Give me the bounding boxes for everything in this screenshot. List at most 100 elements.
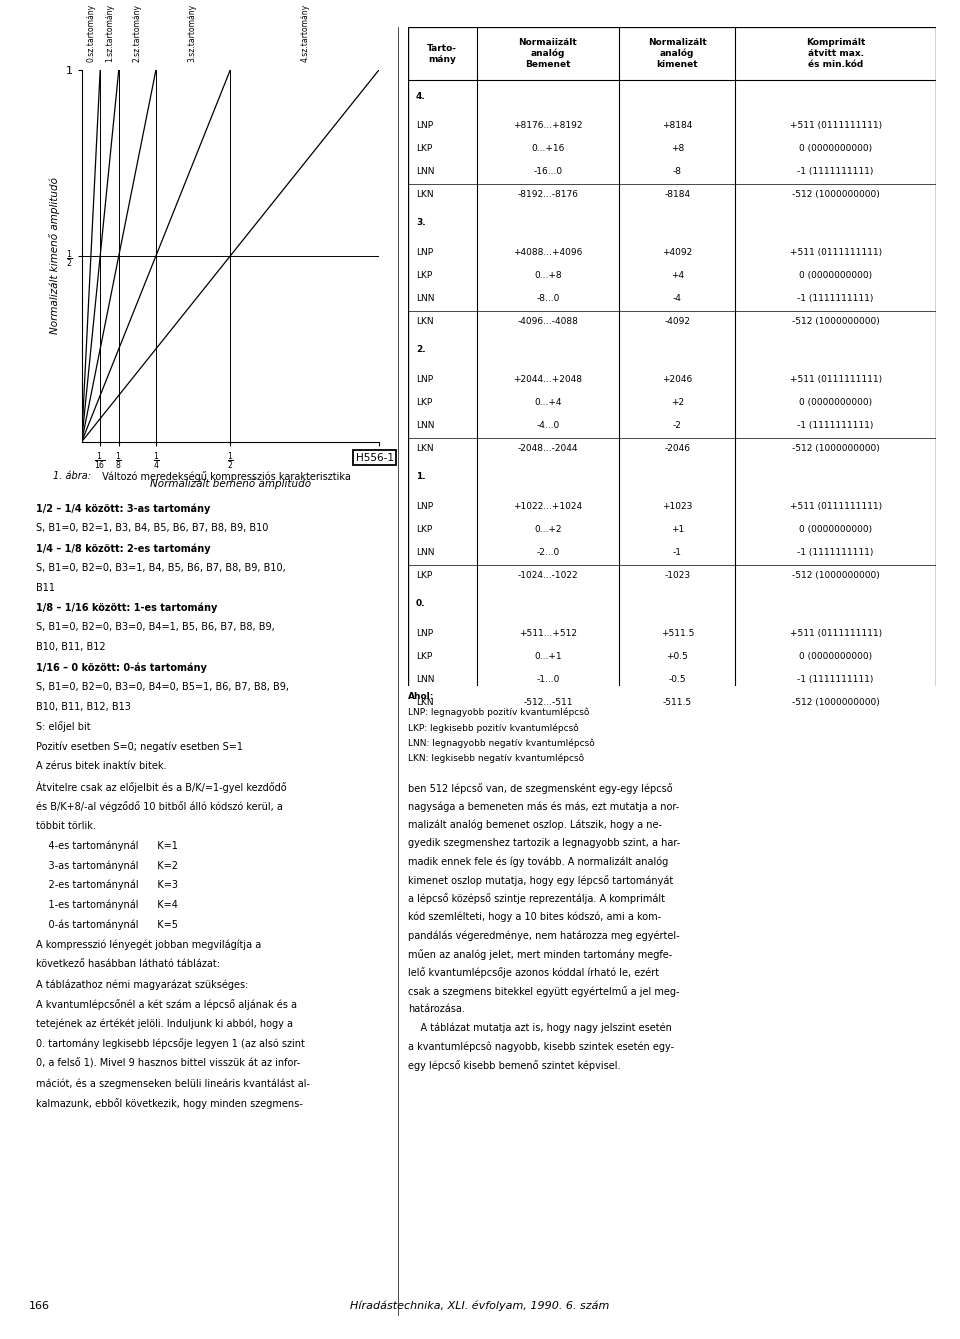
Text: 1.: 1. (416, 473, 425, 481)
Text: 2.: 2. (416, 345, 425, 355)
Text: 0 (0000000000): 0 (0000000000) (799, 270, 873, 280)
Text: kimenet oszlop mutatja, hogy egy lépcső tartományát: kimenet oszlop mutatja, hogy egy lépcső … (408, 876, 673, 886)
Text: LKN: LKN (416, 698, 434, 707)
Text: 0 (0000000000): 0 (0000000000) (799, 145, 873, 153)
Text: +1023: +1023 (662, 502, 692, 511)
Text: műen az analóg jelet, mert minden tartomány megfe-: műen az analóg jelet, mert minden tartom… (408, 949, 672, 960)
Text: -16...0: -16...0 (534, 167, 563, 177)
Text: 166: 166 (29, 1302, 50, 1311)
Text: LNP: legnagyobb pozitív kvantumlépcsô: LNP: legnagyobb pozitív kvantumlépcsô (408, 707, 589, 718)
Text: +4092: +4092 (662, 248, 692, 257)
Text: 2-es tartománynál      K=3: 2-es tartománynál K=3 (36, 880, 178, 890)
Text: +2046: +2046 (662, 375, 692, 384)
Text: -512 (1000000000): -512 (1000000000) (792, 570, 879, 580)
Text: +511.5: +511.5 (660, 629, 694, 637)
Text: -2...0: -2...0 (537, 548, 560, 557)
Text: -1 (1111111111): -1 (1111111111) (798, 295, 874, 303)
Text: B11: B11 (36, 582, 55, 593)
X-axis label: Normalizált bemenő amplitudó: Normalizált bemenő amplitudó (150, 478, 311, 489)
Text: LKP: LKP (416, 270, 432, 280)
Text: 4.sz.tartomány: 4.sz.tartomány (300, 4, 309, 62)
Text: LNN: LNN (416, 548, 435, 557)
Text: +511 (0111111111): +511 (0111111111) (790, 502, 881, 511)
Text: nagysága a bemeneten más és más, ezt mutatja a nor-: nagysága a bemeneten más és más, ezt mut… (408, 801, 680, 811)
Text: Normalizált
analóg
kimenet: Normalizált analóg kimenet (648, 37, 707, 70)
Text: +511 (0111111111): +511 (0111111111) (790, 375, 881, 384)
Text: Átvitelre csak az előjelbit és a B/K/=1-gyel kezdődő: Átvitelre csak az előjelbit és a B/K/=1-… (36, 781, 286, 793)
Text: 0...+8: 0...+8 (534, 270, 562, 280)
Text: +2044...+2048: +2044...+2048 (514, 375, 583, 384)
Text: határozása.: határozása. (408, 1004, 465, 1015)
Text: 1/8 – 1/16 között: 1-es tartomány: 1/8 – 1/16 között: 1-es tartomány (36, 603, 217, 613)
Text: S, B1=0, B2=0, B3=0, B4=1, B5, B6, B7, B8, B9,: S, B1=0, B2=0, B3=0, B4=1, B5, B6, B7, B… (36, 623, 275, 632)
Text: -1 (1111111111): -1 (1111111111) (798, 675, 874, 684)
Text: 0.: 0. (416, 600, 425, 608)
Text: -8: -8 (673, 167, 682, 177)
Text: -4096...-4088: -4096...-4088 (517, 317, 578, 327)
Text: A táblázat mutatja azt is, hogy nagy jelszint esetén: A táblázat mutatja azt is, hogy nagy jel… (408, 1023, 672, 1034)
Text: LKN: LKN (416, 445, 434, 453)
Text: S, B1=0, B2=0, B3=0, B4=0, B5=1, B6, B7, B8, B9,: S, B1=0, B2=0, B3=0, B4=0, B5=1, B6, B7,… (36, 682, 289, 692)
Text: LNN: LNN (416, 295, 435, 303)
Text: 0 (0000000000): 0 (0000000000) (799, 398, 873, 407)
Text: -1 (1111111111): -1 (1111111111) (798, 548, 874, 557)
Text: -512 (1000000000): -512 (1000000000) (792, 317, 879, 327)
Y-axis label: Normalizált kimenő amplitudó: Normalizált kimenő amplitudó (49, 177, 60, 335)
Text: 3-as tartománynál      K=2: 3-as tartománynál K=2 (36, 860, 178, 870)
Text: következő hasábban látható táblázat:: következő hasábban látható táblázat: (36, 959, 220, 969)
Text: Komprimált
átvitt max.
és min.kód: Komprimált átvitt max. és min.kód (806, 37, 865, 70)
Text: -1023: -1023 (664, 570, 690, 580)
Text: +0.5: +0.5 (666, 652, 688, 661)
Text: -2048...-2044: -2048...-2044 (517, 445, 578, 453)
Text: LKP: LKP (416, 398, 432, 407)
Text: többit törlik.: többit törlik. (36, 821, 95, 830)
Text: +1022...+1024: +1022...+1024 (514, 502, 583, 511)
Text: 0 (0000000000): 0 (0000000000) (799, 652, 873, 661)
Text: mációt, és a szegmenseken belüli lineáris kvantálást al-: mációt, és a szegmenseken belüli lineári… (36, 1078, 309, 1089)
Text: pandálás végeredménye, nem határozza meg egyértel-: pandálás végeredménye, nem határozza meg… (408, 931, 680, 941)
Text: -512...-511: -512...-511 (523, 698, 573, 707)
Text: LNP: LNP (416, 502, 433, 511)
Text: LKP: legkisebb pozitív kvantumlépcsô: LKP: legkisebb pozitív kvantumlépcsô (408, 723, 579, 732)
Text: 1-es tartománynál      K=4: 1-es tartománynál K=4 (36, 900, 178, 911)
Text: H556-1: H556-1 (355, 453, 394, 462)
Text: ben 512 lépcső van, de szegmensként egy-egy lépcső: ben 512 lépcső van, de szegmensként egy-… (408, 782, 673, 794)
Text: S, B1=0, B2=0, B3=1, B4, B5, B6, B7, B8, B9, B10,: S, B1=0, B2=0, B3=1, B4, B5, B6, B7, B8,… (36, 562, 285, 573)
Text: LNP: LNP (416, 629, 433, 637)
Text: egy lépcső kisebb bemenő szintet képvisel.: egy lépcső kisebb bemenő szintet képvise… (408, 1060, 620, 1071)
Text: Híradástechnika, XLI. évfolyam, 1990. 6. szám: Híradástechnika, XLI. évfolyam, 1990. 6.… (350, 1300, 610, 1311)
Text: 1/4 – 1/8 között: 2-es tartomány: 1/4 – 1/8 között: 2-es tartomány (36, 544, 210, 553)
Text: Ahol:: Ahol: (408, 692, 434, 702)
Text: tetejének az értékét jelöli. Induljunk ki abból, hogy a: tetejének az értékét jelöli. Induljunk k… (36, 1019, 293, 1030)
Text: -4092: -4092 (664, 317, 690, 327)
Text: LKP: LKP (416, 570, 432, 580)
Text: 0 (0000000000): 0 (0000000000) (799, 525, 873, 534)
Text: +1: +1 (671, 525, 684, 534)
Text: A kompresszió lényegét jobban megvilágítja a: A kompresszió lényegét jobban megvilágít… (36, 940, 261, 949)
Text: LKN: LKN (416, 317, 434, 327)
Text: B10, B11, B12, B13: B10, B11, B12, B13 (36, 702, 131, 711)
Text: -1 (1111111111): -1 (1111111111) (798, 167, 874, 177)
Text: 3.: 3. (416, 218, 425, 228)
Text: -1 (1111111111): -1 (1111111111) (798, 420, 874, 430)
Text: LNP: LNP (416, 248, 433, 257)
Text: a kvantumlépcsô nagyobb, kisebb szintek esetén egy-: a kvantumlépcsô nagyobb, kisebb szintek … (408, 1042, 674, 1052)
Text: Normaiizált
analóg
Bemenet: Normaiizált analóg Bemenet (518, 37, 577, 70)
Text: LKN: legkisebb negatív kvantumlépcsô: LKN: legkisebb negatív kvantumlépcsô (408, 754, 584, 763)
Text: -1: -1 (673, 548, 682, 557)
Text: 0. tartomány legkisebb lépcsője legyen 1 (az alsó szint: 0. tartomány legkisebb lépcsője legyen 1… (36, 1039, 304, 1050)
Text: 1/16 – 0 között: 0-ás tartomány: 1/16 – 0 között: 0-ás tartomány (36, 661, 206, 672)
Text: 0...+4: 0...+4 (534, 398, 562, 407)
Text: +4: +4 (671, 270, 684, 280)
Text: S: előjel bit: S: előjel bit (36, 722, 90, 732)
Text: -2046: -2046 (664, 445, 690, 453)
Text: B10, B11, B12: B10, B11, B12 (36, 643, 106, 652)
Text: +511 (0111111111): +511 (0111111111) (790, 121, 881, 130)
Text: gyedik szegmenshez tartozik a legnagyobb szint, a har-: gyedik szegmenshez tartozik a legnagyobb… (408, 838, 681, 848)
Text: kalmazunk, ebből következik, hogy minden szegmens-: kalmazunk, ebből következik, hogy minden… (36, 1098, 302, 1109)
Text: -512 (1000000000): -512 (1000000000) (792, 190, 879, 200)
Text: -4...0: -4...0 (537, 420, 560, 430)
Text: LKN: LKN (416, 190, 434, 200)
Text: +511...+512: +511...+512 (519, 629, 577, 637)
Text: 0...+1: 0...+1 (534, 652, 562, 661)
